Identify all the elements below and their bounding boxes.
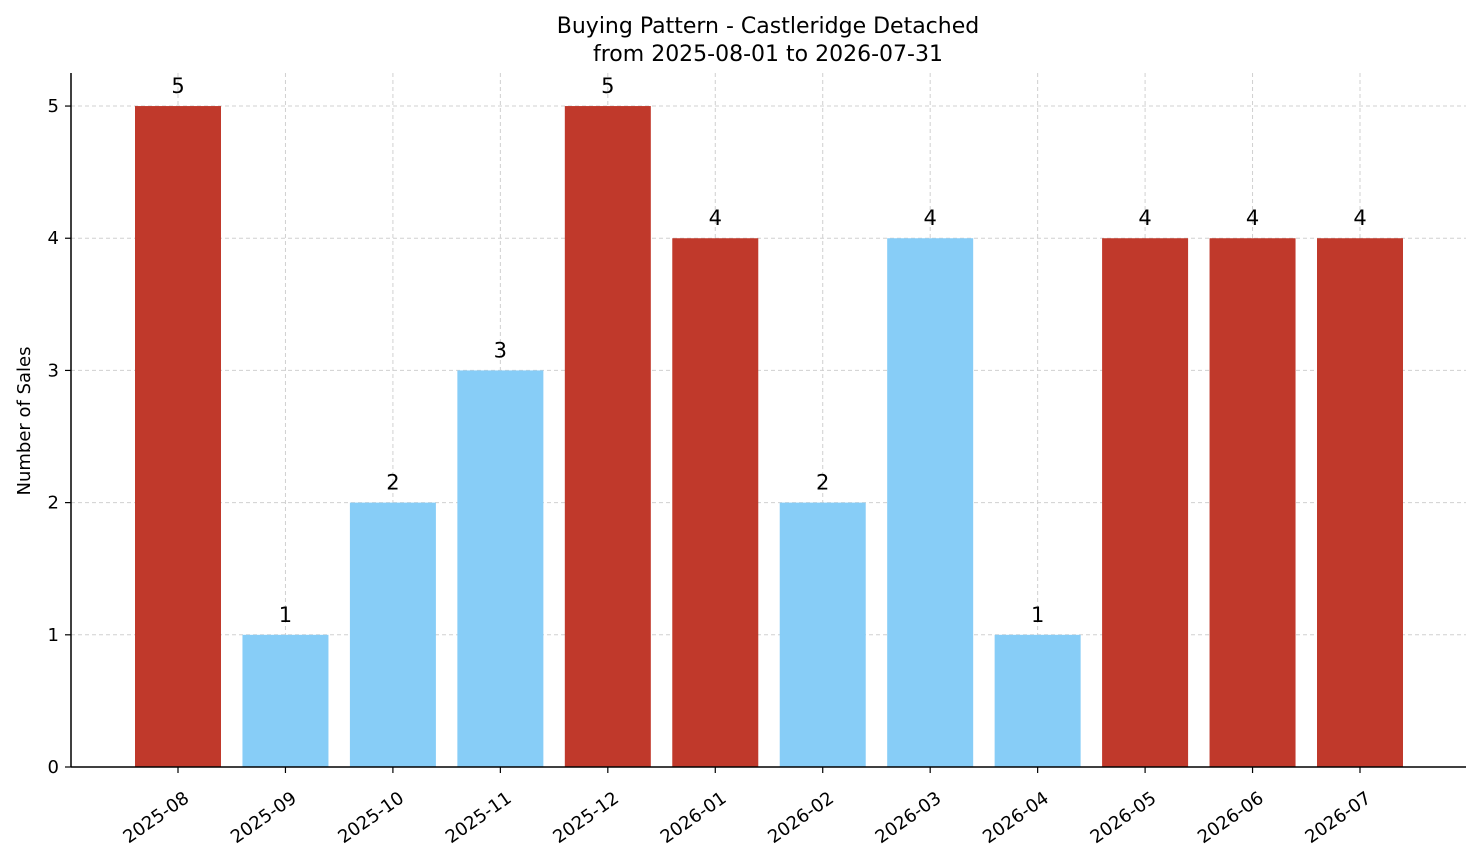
x-tick-label: 2026-02 xyxy=(764,788,838,848)
data-label-2026-04: 1 xyxy=(1031,603,1044,627)
x-tick-label: 2026-01 xyxy=(657,788,731,848)
bar-2026-06 xyxy=(1209,238,1296,767)
bar-2025-09 xyxy=(242,634,329,767)
y-tick-label: 2 xyxy=(48,493,59,514)
bar-2025-11 xyxy=(457,370,544,767)
bar-2026-03 xyxy=(887,238,974,767)
data-label-2025-11: 3 xyxy=(494,338,507,362)
x-tick-label: 2025-10 xyxy=(334,788,408,848)
x-tick-label: 2026-06 xyxy=(1194,788,1268,848)
data-label-2026-06: 4 xyxy=(1246,206,1259,230)
y-tick-label: 3 xyxy=(48,360,59,381)
bar-2025-08 xyxy=(135,106,221,768)
y-tick-label: 1 xyxy=(48,625,59,646)
x-tick-label: 2025-08 xyxy=(119,788,193,848)
bar-2026-04 xyxy=(994,634,1081,767)
y-tick-label: 0 xyxy=(48,757,59,778)
data-labels: 5 1 2 3 5 4 2 4 1 4 4 4 xyxy=(171,74,1366,627)
data-label-2025-09: 1 xyxy=(279,603,292,627)
bars xyxy=(135,106,1403,768)
data-label-2025-12: 5 xyxy=(601,74,614,98)
bar-2026-02 xyxy=(779,502,866,767)
chart-subtitle: from 2025-08-01 to 2026-07-31 xyxy=(593,42,943,67)
x-tick-label: 2026-05 xyxy=(1087,788,1161,848)
chart-title: Buying Pattern - Castleridge Detached xyxy=(557,14,979,39)
x-tick-label: 2025-12 xyxy=(549,788,623,848)
axes xyxy=(65,73,1466,773)
bar-2025-10 xyxy=(349,502,436,767)
data-label-2026-07: 4 xyxy=(1353,206,1366,230)
y-axis-label: Number of Sales xyxy=(14,346,35,495)
x-tick-label: 2025-11 xyxy=(442,788,516,848)
y-tick-label: 5 xyxy=(48,96,59,117)
bar-2025-12 xyxy=(564,106,651,768)
x-tick-label: 2026-07 xyxy=(1301,788,1375,848)
y-tick-label: 4 xyxy=(48,228,59,249)
bar-2026-05 xyxy=(1102,238,1189,767)
x-tick-label: 2025-09 xyxy=(227,788,301,848)
data-label-2025-08: 5 xyxy=(171,74,184,98)
data-label-2026-01: 4 xyxy=(709,206,722,230)
data-label-2026-05: 4 xyxy=(1138,206,1151,230)
bar-2026-07 xyxy=(1317,238,1403,767)
data-label-2026-02: 2 xyxy=(816,471,829,495)
data-label-2026-03: 4 xyxy=(923,206,936,230)
x-tick-label: 2026-04 xyxy=(979,788,1053,848)
bar-2026-01 xyxy=(672,238,759,767)
x-tick-label: 2026-03 xyxy=(872,788,946,848)
data-label-2025-10: 2 xyxy=(386,471,399,495)
